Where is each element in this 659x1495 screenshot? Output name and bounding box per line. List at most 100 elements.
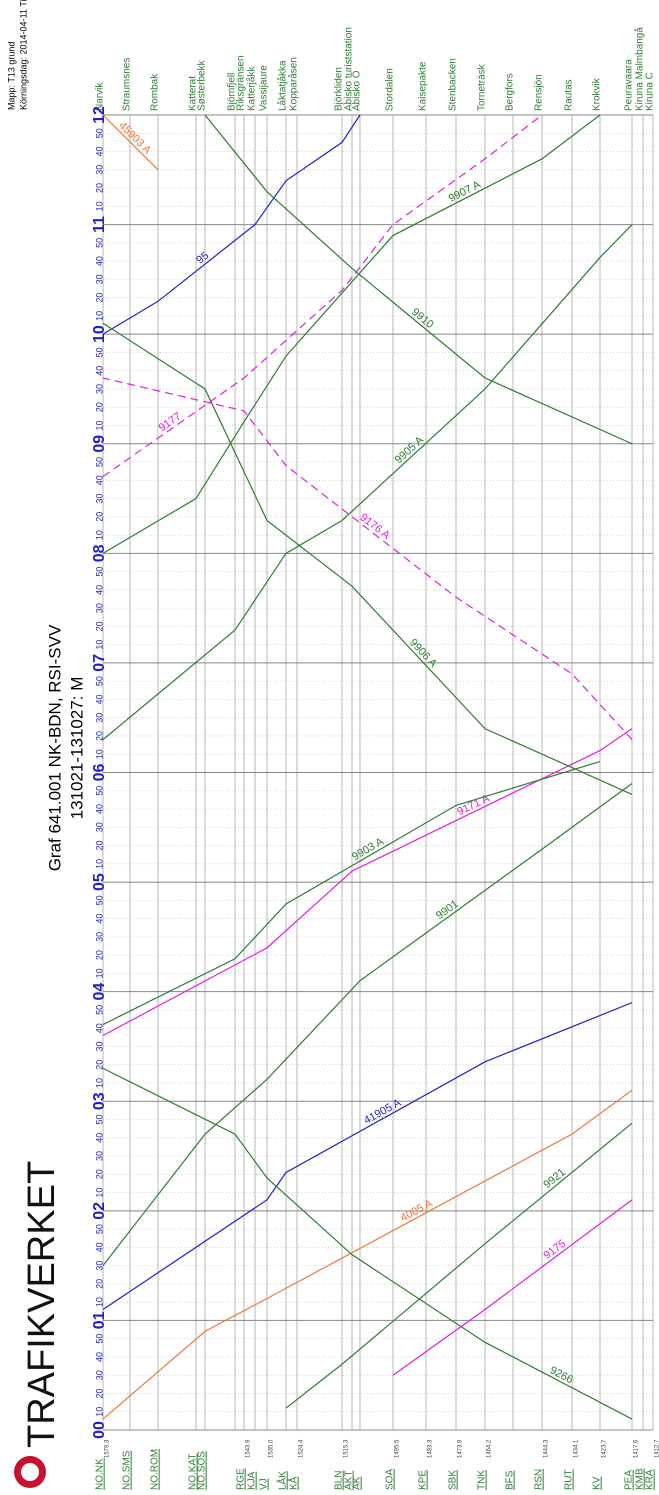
minute-label: 50: [94, 676, 104, 686]
train-label: 9176 A: [358, 511, 393, 542]
train-path: [102, 224, 633, 741]
train-path: [204, 114, 633, 445]
station-code: KMB: [635, 1468, 646, 1490]
minute-label: 50: [94, 567, 104, 577]
hour-label: 04: [91, 983, 108, 1001]
minute-label: 40: [94, 256, 104, 266]
minute-label: 20: [94, 841, 104, 851]
logo: [14, 1456, 46, 1488]
station-name: Stordalen: [385, 68, 396, 111]
minute-label: 50: [94, 128, 104, 138]
train-label: 9910: [409, 306, 436, 331]
hour-label: 06: [91, 764, 108, 782]
minute-label: 30: [94, 1261, 104, 1271]
train-path: [392, 1199, 633, 1376]
minute-label: 40: [94, 1352, 104, 1362]
station-km: 1579.3: [105, 1439, 111, 1458]
station-km: 1515.3: [344, 1439, 350, 1458]
station-code: BLN: [334, 1471, 345, 1490]
minute-label: 50: [94, 786, 104, 796]
station-code: VJ: [259, 1478, 270, 1490]
station-name: Narvik: [95, 82, 106, 111]
minute-label: 30: [94, 1041, 104, 1051]
station-code: NO.KAT: [188, 1454, 199, 1490]
station-code: KJA: [247, 1471, 258, 1490]
hour-label: 12: [91, 106, 108, 124]
station-code: RGE: [236, 1468, 247, 1490]
train-path: [102, 1002, 633, 1310]
map-info: Mapp: T13 grund: [6, 42, 16, 110]
minute-label: 20: [94, 731, 104, 741]
station-code: KV: [592, 1476, 603, 1490]
station-code: NO.SOS: [197, 1451, 208, 1490]
minute-label: 10: [94, 1078, 104, 1088]
minute-label: 40: [94, 1023, 104, 1033]
station-code: KPE: [418, 1470, 429, 1490]
train-path: [285, 1122, 633, 1409]
minute-label: 20: [94, 1279, 104, 1289]
station-name: Kopparåsen: [288, 57, 300, 111]
station-name: Kaisepakte: [418, 61, 429, 111]
hour-label: 01: [91, 1311, 108, 1329]
hour-label: 10: [91, 325, 108, 343]
train-label: 9905 A: [393, 434, 427, 466]
subtitle: 131021-131027: M: [67, 677, 86, 820]
station-code: KRA: [645, 1469, 656, 1490]
minute-label: 20: [94, 1388, 104, 1398]
minute-label: 50: [94, 457, 104, 467]
train-label: 9901: [434, 898, 461, 922]
minute-label: 40: [94, 914, 104, 924]
station-name: Torneträsk: [477, 63, 488, 111]
station-name: Katterat: [188, 76, 199, 111]
minute-label: 40: [94, 1242, 104, 1252]
hour-label: 05: [91, 873, 108, 891]
minute-label: 50: [94, 1115, 104, 1125]
minute-label: 50: [94, 895, 104, 905]
minute-label: 10: [94, 1188, 104, 1198]
station-name: Riksgränsen: [236, 55, 247, 111]
station-code: SOA: [385, 1469, 396, 1490]
station-name: Låktatjåkka: [277, 60, 289, 111]
minute-label: 20: [94, 512, 104, 522]
station-code: NO.NK: [95, 1458, 106, 1490]
minute-label: 50: [94, 1005, 104, 1015]
minute-label: 40: [94, 147, 104, 157]
minute-label: 10: [94, 1297, 104, 1307]
minute-label: 40: [94, 804, 104, 814]
hour-label: 07: [91, 654, 108, 672]
hour-label: 03: [91, 1092, 108, 1110]
station-code: RUT: [564, 1469, 575, 1490]
station-km: 1464.2: [487, 1439, 493, 1458]
station-code: SBK: [448, 1470, 459, 1490]
minute-label: 30: [94, 932, 104, 942]
station-name: Björnfjell: [227, 73, 238, 111]
minute-label: 10: [94, 749, 104, 759]
hour-label: 02: [91, 1202, 108, 1220]
station-name: Rensjön: [534, 74, 545, 111]
station-name: Kiruna Malmbangå: [634, 27, 646, 111]
train-path: [102, 377, 633, 741]
minute-label: 20: [94, 950, 104, 960]
train-label: 9921: [541, 1166, 568, 1191]
station-name: Björkliden: [334, 67, 345, 111]
minute-label: 40: [94, 1133, 104, 1143]
train-path: [102, 782, 633, 1266]
station-name: Bergfors: [505, 73, 516, 111]
station-km: 1417.6: [634, 1439, 640, 1458]
station-code: LÅK: [276, 1471, 289, 1490]
train-label: 9266: [548, 1364, 575, 1386]
minute-label: 30: [94, 1151, 104, 1161]
minute-label: 10: [94, 968, 104, 978]
train-path: [102, 728, 633, 1037]
train-path: [102, 1089, 633, 1420]
station-code: KÅ: [287, 1476, 300, 1490]
minute-label: 20: [94, 293, 104, 303]
station-name: Peuravaara: [624, 59, 635, 111]
minute-label: 10: [94, 1407, 104, 1417]
minute-label: 40: [94, 366, 104, 376]
train-path: [102, 114, 601, 554]
station-code: NO.SMS: [122, 1450, 133, 1490]
minute-label: 20: [94, 183, 104, 193]
train-path: [102, 114, 361, 335]
